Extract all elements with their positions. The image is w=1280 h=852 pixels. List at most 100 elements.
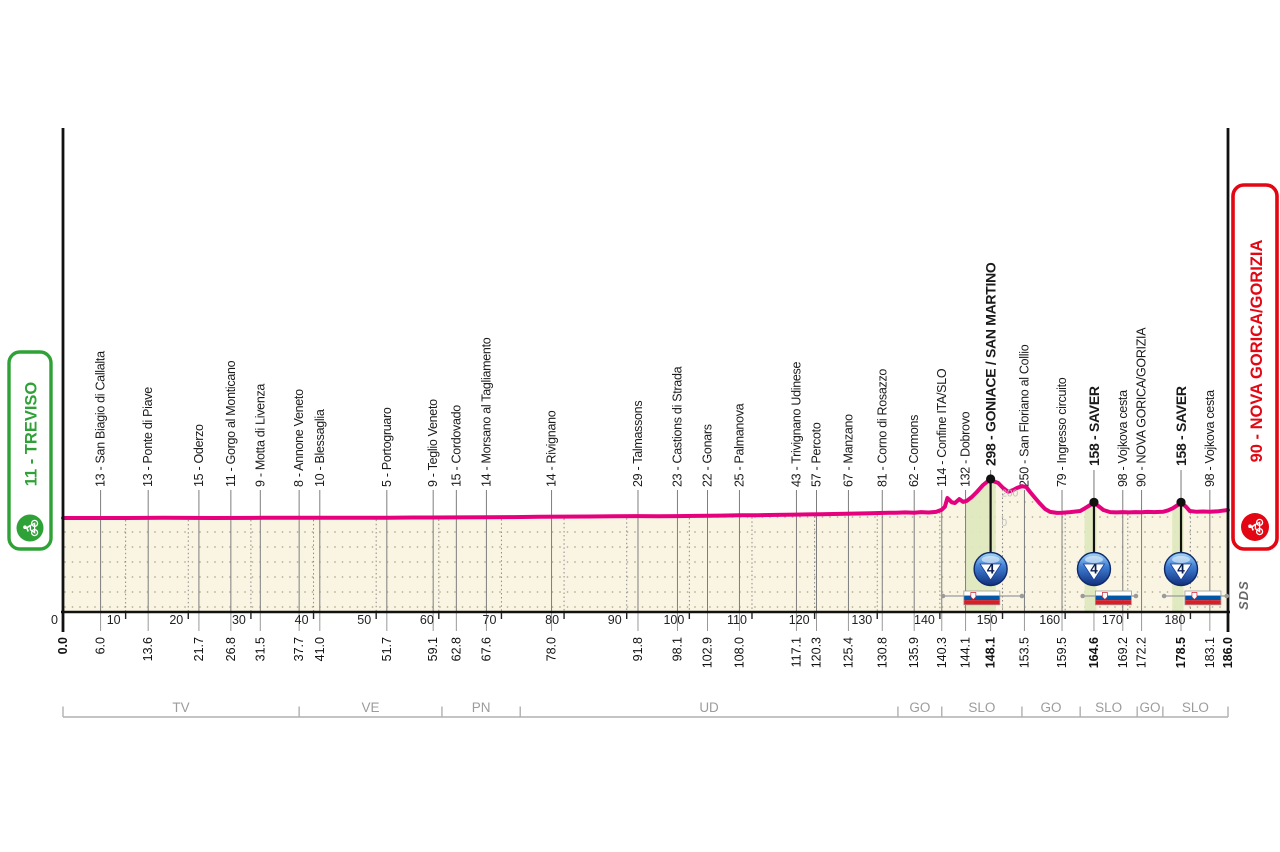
distance-label: 21.7 <box>192 637 206 661</box>
axis-tick-label: 20 <box>169 613 183 627</box>
distance-label: 125.4 <box>841 637 855 668</box>
distance-label: 144.1 <box>959 637 973 668</box>
finish-box: 90 - NOVA GORICA/GORIZIA <box>1231 183 1279 551</box>
province-label: GO <box>909 700 930 715</box>
province-label: SLO <box>1095 700 1122 715</box>
axis-tick-label: 90 <box>608 613 622 627</box>
axis-tick-label: 50 <box>357 613 371 627</box>
distance-label: 183.1 <box>1203 637 1217 668</box>
axis-tick-label: 160 <box>1039 613 1060 627</box>
province-label: PN <box>472 700 491 715</box>
climb-band <box>1084 479 1097 612</box>
kom-badge: 4 <box>973 551 1008 587</box>
axis-tick-label: 30 <box>232 613 246 627</box>
waypoint-label: 62 - Cormons <box>907 415 921 487</box>
finish-label: 90 - NOVA GORICA/GORIZIA <box>1248 240 1266 463</box>
distance-label: 31.5 <box>253 637 267 661</box>
kom-summit-dot <box>1089 497 1099 507</box>
axis-tick-label: 0 <box>51 613 58 627</box>
flag-crest <box>970 592 977 600</box>
waypoint-label: 10 - Blessaglia <box>313 409 327 487</box>
axis-tick-label: 60 <box>420 613 434 627</box>
flag-crest <box>1102 592 1108 600</box>
distance-label: 169.2 <box>1116 637 1130 668</box>
province-label: TV <box>172 700 189 715</box>
waypoint-label: 132 - Dobrovo <box>959 411 973 487</box>
distance-label: 148.1 <box>984 637 998 668</box>
distance-label: 78.0 <box>545 637 559 661</box>
kom-badge-highlight <box>981 555 1000 564</box>
waypoint-label: 9 - Teglio Veneto <box>426 399 440 487</box>
distance-label: 41.0 <box>313 637 327 661</box>
distance-label: 37.7 <box>292 637 306 661</box>
waypoint-label: 90 - NOVA GORICA/GORIZIA <box>1135 327 1149 487</box>
flag-stripe-white <box>1184 591 1221 596</box>
finish-box-frame <box>1231 183 1279 551</box>
kom-category-triangle <box>979 563 1002 581</box>
waypoint-label: 5 - Portogruaro <box>380 407 394 487</box>
waypoint-label: 8 - Annone Veneto <box>292 389 306 487</box>
arrow-end <box>1133 593 1139 599</box>
waypoint-label: 11 - Gorgo al Monticano <box>224 360 238 487</box>
flag-stripe-white <box>1095 591 1132 596</box>
kom-category-label: 4 <box>1177 562 1185 577</box>
waypoint-label: 81 - Corno di Rosazzo <box>875 369 889 487</box>
province-label: GO <box>1140 700 1161 715</box>
elevation-scale-label: 0 <box>1002 518 1008 529</box>
kom-badge: 4 <box>1076 551 1112 587</box>
slovenia-flag <box>1094 590 1132 606</box>
flag-stripe-red <box>1095 600 1132 605</box>
distance-label: 91.8 <box>631 637 645 661</box>
distance-label: 120.3 <box>809 637 823 668</box>
distance-label: 62.8 <box>449 637 463 661</box>
slovenia-flag <box>963 590 1001 606</box>
kom-badge-highlight <box>1172 555 1191 564</box>
elevation-profile-line <box>61 477 1230 520</box>
kom-badge: 4 <box>1163 551 1199 587</box>
axis-tick-label: 40 <box>295 613 309 627</box>
axis-tick-label: 140 <box>914 613 935 627</box>
distance-label: 59.1 <box>426 637 440 661</box>
axis-tick-label: 100 <box>663 613 684 627</box>
waypoint-label: 250 - San Floriano al Collio <box>1017 344 1031 487</box>
distance-label: 186.0 <box>1221 637 1235 668</box>
flag-crest <box>1191 592 1198 600</box>
waypoint-label: 15 - Oderzo <box>192 424 206 487</box>
waypoint-label: 9 - Motta di Livenza <box>253 384 267 487</box>
waypoint-label: 298 - GONIACE / SAN MARTINO <box>983 262 999 466</box>
axis-tick-label: 180 <box>1165 613 1186 627</box>
distance-label: 178.5 <box>1174 637 1188 668</box>
waypoint-label: 14 - Morsano al Tagliamento <box>479 337 493 487</box>
waypoint-label: 15 - Cordovado <box>449 405 463 487</box>
kom-category-label: 4 <box>987 562 995 577</box>
kom-category-triangle <box>1082 563 1106 581</box>
distance-label: 117.1 <box>789 637 803 667</box>
elevation-scale-label: 200 <box>1002 488 1019 499</box>
distance-label: 67.6 <box>479 637 493 661</box>
distance-label: 13.6 <box>141 637 155 661</box>
distance-label: 153.5 <box>1017 637 1031 668</box>
distance-label: 98.1 <box>670 637 684 661</box>
kom-summit-dot <box>986 474 996 484</box>
flag-stripe-red <box>1184 600 1221 605</box>
waypoint-label: 25 - Palmanova <box>732 403 746 487</box>
finish-cyclist-icon <box>1248 518 1264 536</box>
flag-stripe-blue <box>1184 595 1221 601</box>
start-box-frame <box>7 350 53 551</box>
arrow-end <box>1019 593 1025 599</box>
waypoint-label: 79 - Ingresso circuito <box>1055 377 1069 487</box>
distance-label: 26.8 <box>224 637 238 661</box>
flag-stripe-white <box>963 591 1000 596</box>
flag-border <box>1184 590 1222 606</box>
kom-summit-dot <box>1176 497 1186 507</box>
kom-category-triangle <box>1169 563 1193 581</box>
province-label: VE <box>362 700 380 715</box>
arrow-end <box>1224 593 1230 599</box>
waypoint-label: 57 - Percoto <box>809 422 823 487</box>
waypoint-label: 98 - Vojkova cesta <box>1203 390 1217 487</box>
waypoint-label: 22 - Gonars <box>701 424 715 487</box>
axis-tick-label: 10 <box>107 613 121 627</box>
province-label: GO <box>1041 700 1062 715</box>
waypoint-label: 13 - San Biagio di Callalta <box>94 351 108 487</box>
